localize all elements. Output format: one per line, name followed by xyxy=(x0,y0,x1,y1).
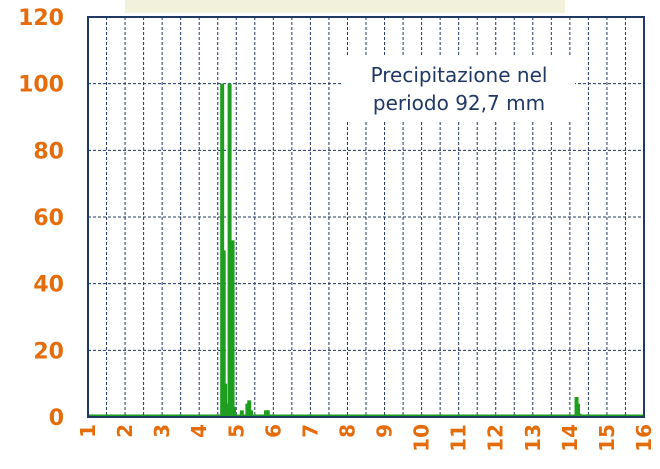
precipitation-bar xyxy=(249,410,254,417)
precipitation-bar xyxy=(232,407,237,417)
x-tick-label: 8 xyxy=(335,424,359,438)
x-tick-label: 10 xyxy=(410,424,434,452)
plot-frame xyxy=(87,16,645,418)
x-tick-label: 6 xyxy=(261,424,285,438)
x-tick-label: 7 xyxy=(298,424,322,438)
precipitation-bar xyxy=(265,410,270,417)
y-tick-label: 120 xyxy=(18,6,64,31)
precipitation-bar xyxy=(230,240,235,417)
x-tick-label: 12 xyxy=(484,424,508,452)
y-tick-label: 0 xyxy=(49,406,64,431)
y-axis-ticks: 0 20 40 60 80 100 120 xyxy=(18,6,64,431)
precipitation-bar xyxy=(247,400,252,417)
precipitation-bar xyxy=(576,403,581,417)
y-tick-label: 20 xyxy=(33,339,64,364)
x-axis-ticks: 1 2 3 4 5 6 7 8 9 10 11 12 13 14 15 16 xyxy=(76,424,656,452)
y-tick-label: 60 xyxy=(33,206,64,231)
x-tick-label: 4 xyxy=(187,424,211,438)
precipitation-bar xyxy=(239,410,244,417)
precipitation-bar xyxy=(223,383,228,417)
annotation-box xyxy=(343,55,575,121)
annotation-line-2: periodo 92,7 mm xyxy=(373,91,545,115)
x-tick-label: 3 xyxy=(150,424,174,438)
x-tick-label: 16 xyxy=(632,424,656,452)
x-tick-label: 2 xyxy=(113,424,137,438)
x-tick-label: 5 xyxy=(224,424,248,438)
x-tick-label: 9 xyxy=(373,424,397,438)
precipitation-bar xyxy=(227,83,232,418)
x-tick-label: 15 xyxy=(595,424,619,452)
y-tick-label: 100 xyxy=(18,73,64,98)
y-tick-label: 40 xyxy=(33,273,64,298)
precipitation-bar xyxy=(577,413,582,417)
x-tick-label: 11 xyxy=(447,424,471,452)
title-box xyxy=(125,0,565,13)
x-tick-label: 13 xyxy=(521,424,545,452)
x-tick-label: 14 xyxy=(558,424,582,452)
annotation-line-1: Precipitazione nel xyxy=(371,63,548,87)
y-tick-label: 80 xyxy=(33,139,64,164)
precipitation-bar xyxy=(221,250,226,417)
x-tick-label: 1 xyxy=(76,424,100,438)
